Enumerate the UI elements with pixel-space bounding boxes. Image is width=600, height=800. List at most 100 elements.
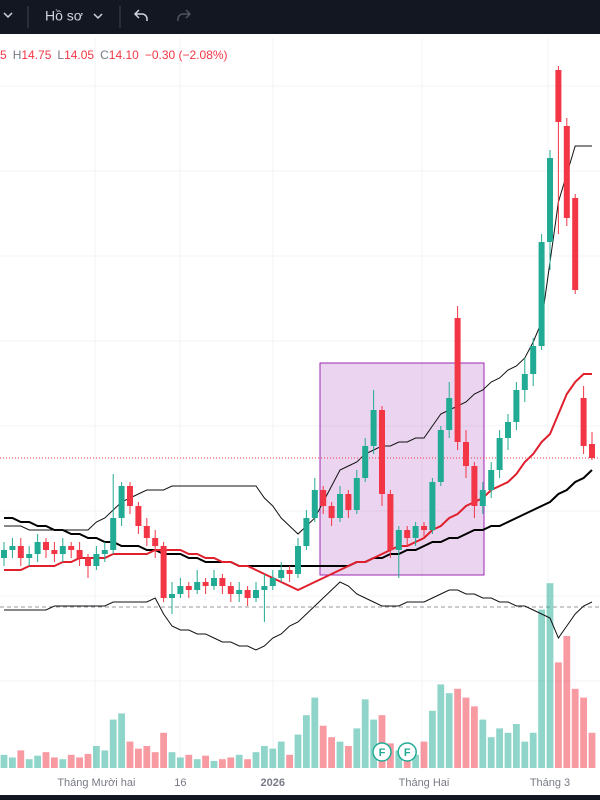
event-marker[interactable] xyxy=(397,742,417,762)
volume-bar xyxy=(521,741,529,768)
dropdown-icon[interactable] xyxy=(93,13,103,20)
candle-body xyxy=(59,546,66,554)
candle-body xyxy=(110,518,117,550)
candle-body xyxy=(51,550,58,554)
candle-body xyxy=(169,594,175,598)
candle-body xyxy=(505,422,511,438)
volume-bar xyxy=(496,728,503,768)
toolbar xyxy=(0,0,600,34)
redo-button[interactable] xyxy=(177,9,192,21)
dropdown-icon[interactable] xyxy=(3,12,13,19)
volume-bar xyxy=(151,752,159,768)
event-marker[interactable] xyxy=(372,742,392,762)
undo-button[interactable] xyxy=(133,9,148,21)
candle-body xyxy=(152,538,159,546)
volume-bar xyxy=(25,759,33,768)
candle-body xyxy=(244,590,251,598)
volume-bar xyxy=(177,757,184,768)
candle-body xyxy=(202,582,209,586)
candle-body xyxy=(253,590,259,598)
volume-bar xyxy=(303,715,310,768)
candle-body xyxy=(261,586,268,590)
candle-body xyxy=(236,590,243,594)
candle-body xyxy=(580,398,587,446)
plot: F F Tháng Mười hai 16 2026 Tháng Hai Tháng 3 xyxy=(0,66,600,789)
candle-body xyxy=(547,158,553,242)
candle-body xyxy=(454,318,461,442)
volume-bar xyxy=(563,636,571,768)
volume-bar xyxy=(219,759,226,768)
volume-bar xyxy=(67,754,75,768)
candle-body xyxy=(295,546,301,574)
volume-bar xyxy=(395,750,403,768)
candle-body xyxy=(1,550,7,558)
candle-body xyxy=(404,530,411,538)
volume-bar xyxy=(168,752,176,768)
volume-bar xyxy=(353,728,361,768)
volume-bar xyxy=(462,697,470,768)
candle-body xyxy=(555,70,562,122)
indicator-line xyxy=(4,581,593,651)
volume-bar xyxy=(479,719,487,768)
volume-bar xyxy=(513,724,520,768)
candle-body xyxy=(227,586,234,594)
event-label: F xyxy=(379,747,386,759)
volume-bar xyxy=(126,741,134,768)
candle-body xyxy=(127,486,133,506)
legend-label: H xyxy=(13,48,22,62)
volume-bar xyxy=(261,746,268,768)
profile-button[interactable]: Hồ sơ xyxy=(45,8,83,24)
candle-body xyxy=(177,586,184,594)
candle-body xyxy=(219,578,226,586)
volume-bar xyxy=(286,754,293,768)
candle-body xyxy=(353,478,360,510)
volume-bar xyxy=(504,732,512,768)
volume-bar xyxy=(109,719,117,768)
volume-bar xyxy=(193,759,201,768)
candle-body xyxy=(446,398,453,430)
volume-bar xyxy=(17,750,25,768)
candle-body xyxy=(589,444,595,458)
volume-bar xyxy=(277,741,285,768)
event-label: F xyxy=(404,747,411,759)
legend-label: L xyxy=(57,48,64,62)
candle-body xyxy=(101,550,108,554)
candle-body xyxy=(135,506,142,526)
candle-body xyxy=(85,558,91,566)
volume-bar xyxy=(345,746,352,768)
x-tick-label: Tháng Mười hai xyxy=(57,777,135,789)
candle-body xyxy=(118,486,125,518)
candle-body xyxy=(211,578,217,586)
volume-bar xyxy=(555,662,562,768)
candle-body xyxy=(387,494,394,550)
candle-body xyxy=(303,518,310,546)
candle-body xyxy=(278,570,285,578)
volume-bar xyxy=(244,759,251,768)
volume-bar xyxy=(412,754,419,768)
volume-bar xyxy=(420,741,428,768)
volume-bar xyxy=(252,752,260,768)
candle-body xyxy=(429,482,436,530)
candle-body xyxy=(9,546,16,550)
candle-body xyxy=(572,198,579,290)
candle-body xyxy=(563,126,570,218)
volume-bar xyxy=(42,752,50,768)
volume-bar xyxy=(34,755,41,768)
candle-body xyxy=(160,546,167,598)
x-tick-label: Tháng Hai xyxy=(399,777,450,789)
candle-body xyxy=(362,446,369,478)
candle-body xyxy=(93,554,100,566)
x-tick-label: 2026 xyxy=(261,777,285,789)
volume-bar xyxy=(487,737,495,768)
legend-value: 14.75 xyxy=(21,48,51,62)
indicator-line xyxy=(4,145,592,535)
volume-bar xyxy=(143,746,151,768)
candle-body xyxy=(395,530,402,550)
candle-body xyxy=(530,346,537,374)
candle-body xyxy=(479,490,486,506)
volume-bar xyxy=(336,741,344,768)
candle-body xyxy=(143,526,150,538)
volume-bar xyxy=(328,737,335,768)
